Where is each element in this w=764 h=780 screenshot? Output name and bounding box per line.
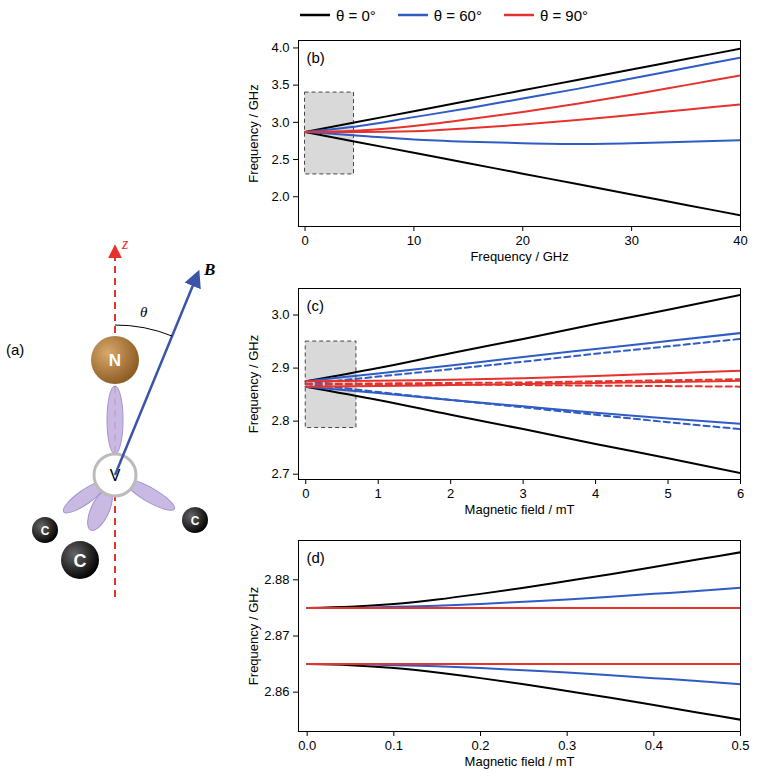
svg-text:Frequency / GHz: Frequency / GHz xyxy=(246,587,261,685)
svg-text:(a): (a) xyxy=(6,341,24,358)
svg-text:0: 0 xyxy=(301,233,308,248)
svg-text:1: 1 xyxy=(375,486,382,501)
svg-text:3.5: 3.5 xyxy=(271,77,289,92)
svg-text:4.0: 4.0 xyxy=(271,40,289,55)
svg-text:3.0: 3.0 xyxy=(271,115,289,130)
svg-text:0.3: 0.3 xyxy=(558,738,576,753)
svg-text:Magnetic field / mT: Magnetic field / mT xyxy=(465,502,575,517)
svg-text:0: 0 xyxy=(302,486,309,501)
svg-text:z: z xyxy=(121,235,129,252)
svg-text:(c): (c) xyxy=(307,297,325,314)
html-text:θ = 0°: θ = 0° xyxy=(336,6,376,24)
svg-text:3.0: 3.0 xyxy=(271,307,289,322)
svg-text:2.7: 2.7 xyxy=(271,466,289,481)
svg-text:θ: θ xyxy=(140,304,148,320)
svg-text:2.87: 2.87 xyxy=(264,628,289,643)
svg-text:0.5: 0.5 xyxy=(731,738,749,753)
svg-text:(d): (d) xyxy=(307,549,325,566)
html-text:θ = 90°: θ = 90° xyxy=(539,6,588,24)
svg-text:Frequency / GHz: Frequency / GHz xyxy=(246,335,261,433)
svg-text:20: 20 xyxy=(516,233,530,248)
svg-text:0.1: 0.1 xyxy=(385,738,403,753)
svg-text:2.9: 2.9 xyxy=(271,360,289,375)
svg-text:V: V xyxy=(110,467,121,484)
svg-text:C: C xyxy=(74,551,87,571)
svg-text:10: 10 xyxy=(407,233,421,248)
svg-text:C: C xyxy=(41,524,50,538)
svg-text:Magnetic field / mT: Magnetic field / mT xyxy=(465,754,575,769)
svg-text:(b): (b) xyxy=(307,49,325,66)
svg-text:2: 2 xyxy=(447,486,454,501)
svg-text:2.8: 2.8 xyxy=(271,413,289,428)
svg-text:0.0: 0.0 xyxy=(298,738,316,753)
svg-text:B: B xyxy=(203,260,215,279)
svg-text:Frequency / GHz: Frequency / GHz xyxy=(470,249,568,264)
svg-text:2.0: 2.0 xyxy=(271,189,289,204)
svg-text:2.88: 2.88 xyxy=(264,572,289,587)
svg-text:0.4: 0.4 xyxy=(645,738,663,753)
svg-text:2.86: 2.86 xyxy=(264,684,289,699)
html-text:θ = 60°: θ = 60° xyxy=(433,6,482,24)
svg-text:30: 30 xyxy=(624,233,638,248)
svg-text:6: 6 xyxy=(737,486,744,501)
svg-text:3: 3 xyxy=(520,486,527,501)
svg-text:C: C xyxy=(191,514,200,528)
svg-text:0.2: 0.2 xyxy=(471,738,489,753)
svg-text:N: N xyxy=(109,351,121,370)
svg-text:5: 5 xyxy=(664,486,671,501)
svg-text:2.5: 2.5 xyxy=(271,152,289,167)
svg-text:Frequency / GHz: Frequency / GHz xyxy=(246,84,261,182)
svg-text:40: 40 xyxy=(733,233,747,248)
svg-text:4: 4 xyxy=(592,486,599,501)
